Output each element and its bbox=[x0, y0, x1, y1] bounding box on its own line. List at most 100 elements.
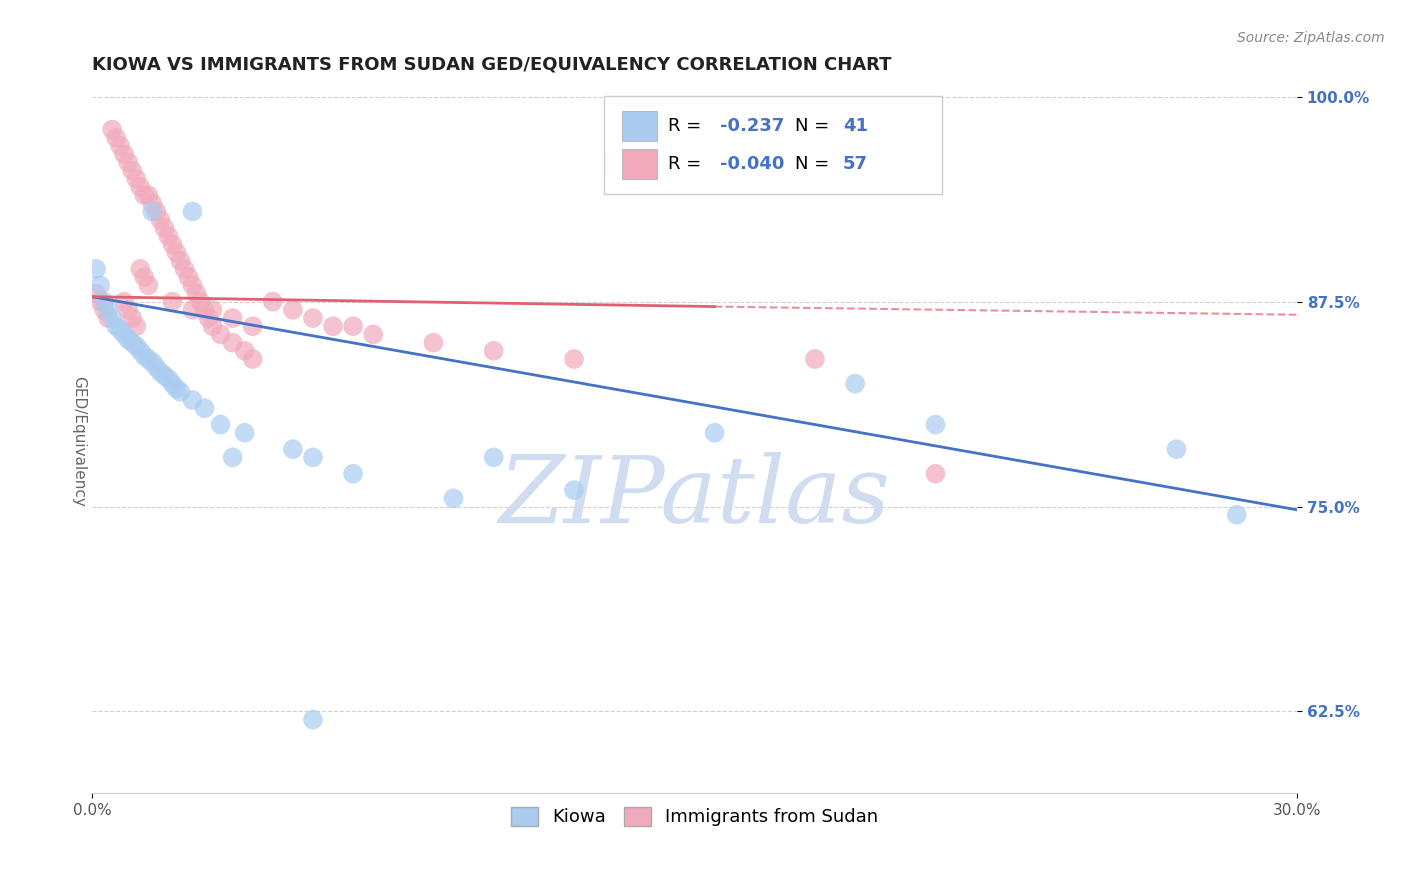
Point bbox=[201, 319, 224, 334]
Point bbox=[129, 343, 152, 358]
Point bbox=[302, 311, 325, 326]
Point bbox=[186, 286, 208, 301]
Point bbox=[136, 278, 159, 293]
Point bbox=[1166, 442, 1188, 457]
Point bbox=[141, 355, 163, 369]
Point bbox=[125, 339, 148, 353]
Point bbox=[242, 351, 264, 366]
Point bbox=[108, 139, 131, 153]
Point bbox=[443, 491, 465, 506]
Text: Source: ZipAtlas.com: Source: ZipAtlas.com bbox=[1237, 31, 1385, 45]
Point bbox=[112, 147, 135, 161]
Point bbox=[209, 417, 232, 432]
Point bbox=[193, 302, 215, 317]
Point bbox=[482, 450, 505, 465]
Point bbox=[141, 204, 163, 219]
Point bbox=[221, 311, 243, 326]
Point bbox=[844, 376, 866, 391]
Point bbox=[177, 270, 200, 285]
Point bbox=[165, 382, 187, 396]
Point bbox=[157, 372, 180, 386]
Text: -0.237: -0.237 bbox=[720, 117, 785, 135]
Text: KIOWA VS IMMIGRANTS FROM SUDAN GED/EQUIVALENCY CORRELATION CHART: KIOWA VS IMMIGRANTS FROM SUDAN GED/EQUIV… bbox=[91, 55, 891, 73]
Point bbox=[125, 171, 148, 186]
Text: N =: N = bbox=[794, 117, 835, 135]
Point bbox=[1226, 508, 1249, 522]
Point bbox=[136, 351, 159, 366]
FancyBboxPatch shape bbox=[623, 112, 657, 141]
Point bbox=[117, 302, 139, 317]
Point bbox=[342, 467, 364, 481]
Point bbox=[121, 163, 143, 178]
Point bbox=[193, 401, 215, 416]
Point bbox=[134, 349, 156, 363]
Y-axis label: GED/Equivalency: GED/Equivalency bbox=[72, 376, 86, 507]
Text: 57: 57 bbox=[842, 155, 868, 173]
Point bbox=[101, 311, 124, 326]
Text: 41: 41 bbox=[842, 117, 868, 135]
Point bbox=[121, 311, 143, 326]
Point bbox=[162, 376, 184, 391]
Point bbox=[281, 442, 304, 457]
Point bbox=[108, 322, 131, 336]
Point bbox=[97, 302, 120, 317]
Point bbox=[221, 450, 243, 465]
Point bbox=[197, 311, 219, 326]
Point bbox=[281, 302, 304, 317]
Point bbox=[562, 483, 585, 497]
Text: N =: N = bbox=[794, 155, 835, 173]
Point bbox=[84, 261, 107, 276]
Point bbox=[112, 327, 135, 342]
Point bbox=[93, 302, 115, 317]
Point bbox=[101, 122, 124, 136]
Point bbox=[302, 713, 325, 727]
Point bbox=[221, 335, 243, 350]
FancyBboxPatch shape bbox=[605, 95, 942, 194]
Point bbox=[84, 286, 107, 301]
Point bbox=[422, 335, 444, 350]
Point bbox=[361, 327, 384, 342]
Point bbox=[112, 294, 135, 309]
Point bbox=[173, 261, 195, 276]
Point bbox=[162, 237, 184, 252]
Legend: Kiowa, Immigrants from Sudan: Kiowa, Immigrants from Sudan bbox=[503, 800, 886, 834]
Point bbox=[117, 332, 139, 346]
Point bbox=[169, 384, 191, 399]
Text: ZIPatlas: ZIPatlas bbox=[499, 452, 890, 542]
Point bbox=[89, 278, 111, 293]
Text: -0.040: -0.040 bbox=[720, 155, 785, 173]
Point bbox=[129, 180, 152, 194]
Point bbox=[804, 351, 827, 366]
Point bbox=[169, 253, 191, 268]
Point bbox=[93, 294, 115, 309]
Point bbox=[145, 204, 167, 219]
Point bbox=[162, 294, 184, 309]
Point bbox=[153, 220, 176, 235]
Point bbox=[105, 319, 128, 334]
Point bbox=[924, 467, 946, 481]
Point bbox=[181, 278, 204, 293]
Point bbox=[703, 425, 725, 440]
Point bbox=[134, 270, 156, 285]
Point bbox=[145, 360, 167, 375]
Point bbox=[105, 130, 128, 145]
Point bbox=[134, 188, 156, 202]
FancyBboxPatch shape bbox=[623, 149, 657, 178]
Point bbox=[342, 319, 364, 334]
Text: R =: R = bbox=[668, 117, 707, 135]
Point bbox=[233, 425, 256, 440]
Text: R =: R = bbox=[668, 155, 707, 173]
Point bbox=[242, 319, 264, 334]
Point bbox=[149, 212, 172, 227]
Point bbox=[562, 351, 585, 366]
Point bbox=[165, 245, 187, 260]
Point bbox=[181, 392, 204, 407]
Point bbox=[136, 188, 159, 202]
Point bbox=[121, 335, 143, 350]
Point bbox=[117, 155, 139, 169]
Point bbox=[97, 311, 120, 326]
Point bbox=[149, 365, 172, 379]
Point bbox=[302, 450, 325, 465]
Point bbox=[129, 261, 152, 276]
Point bbox=[181, 204, 204, 219]
